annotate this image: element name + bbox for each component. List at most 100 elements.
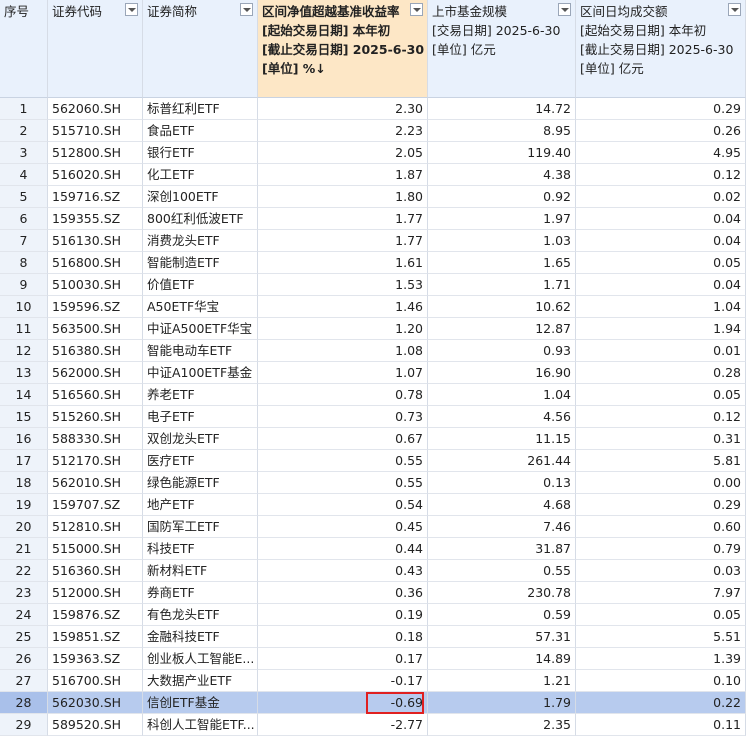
cell: 2.30 — [258, 98, 428, 120]
cell: 0.01 — [576, 340, 746, 362]
cell: 0.03 — [576, 560, 746, 582]
filter-button[interactable] — [558, 3, 571, 16]
row-index[interactable]: 26 — [0, 648, 48, 670]
cell: 1.79 — [428, 692, 576, 714]
filter-button[interactable] — [240, 3, 253, 16]
row-index[interactable]: 27 — [0, 670, 48, 692]
cell: 516700.SH — [48, 670, 143, 692]
cell: 516560.SH — [48, 384, 143, 406]
cell: 1.04 — [576, 296, 746, 318]
cell: 0.55 — [258, 472, 428, 494]
cell: 1.04 — [428, 384, 576, 406]
filter-button[interactable] — [125, 3, 138, 16]
row-index[interactable]: 16 — [0, 428, 48, 450]
cell: 0.59 — [428, 604, 576, 626]
cell: 1.46 — [258, 296, 428, 318]
row-index[interactable]: 17 — [0, 450, 48, 472]
cell: 0.12 — [576, 164, 746, 186]
cell: 0.29 — [576, 98, 746, 120]
cell: 新材料ETF — [143, 560, 258, 582]
row-index[interactable]: 22 — [0, 560, 48, 582]
cell: 创业板人工智能E... — [143, 648, 258, 670]
cell: 0.43 — [258, 560, 428, 582]
header-line: 证券代码 — [52, 4, 103, 19]
cell: 1.21 — [428, 670, 576, 692]
row-index[interactable]: 1 — [0, 98, 48, 120]
cell: 养老ETF — [143, 384, 258, 406]
cell: A50ETF华宝 — [143, 296, 258, 318]
header-line: [单位] 亿元 — [432, 42, 496, 57]
cell: 10.62 — [428, 296, 576, 318]
header-line: [截止交易日期] 2025-6-30 — [580, 42, 734, 57]
row-index[interactable]: 15 — [0, 406, 48, 428]
row-index[interactable]: 28 — [0, 692, 48, 714]
cell: 食品ETF — [143, 120, 258, 142]
row-index[interactable]: 6 — [0, 208, 48, 230]
cell: 0.22 — [576, 692, 746, 714]
cell: 0.92 — [428, 186, 576, 208]
column-header[interactable]: 证券简称 — [143, 0, 258, 98]
column-header[interactable]: 证券代码 — [48, 0, 143, 98]
cell: 0.55 — [428, 560, 576, 582]
cell: 0.73 — [258, 406, 428, 428]
cell: 4.38 — [428, 164, 576, 186]
column-header[interactable]: 上市基金规模 [交易日期] 2025-6-30 [单位] 亿元 — [428, 0, 576, 98]
column-header[interactable]: 序号 — [0, 0, 48, 98]
row-index[interactable]: 10 — [0, 296, 48, 318]
row-index[interactable]: 19 — [0, 494, 48, 516]
cell: 8.95 — [428, 120, 576, 142]
row-index[interactable]: 25 — [0, 626, 48, 648]
row-index[interactable]: 2 — [0, 120, 48, 142]
row-index[interactable]: 5 — [0, 186, 48, 208]
cell: 标普红利ETF — [143, 98, 258, 120]
cell: 0.78 — [258, 384, 428, 406]
row-index[interactable]: 4 — [0, 164, 48, 186]
cell: 0.05 — [576, 384, 746, 406]
cell: 0.12 — [576, 406, 746, 428]
row-index[interactable]: 20 — [0, 516, 48, 538]
cell: 科技ETF — [143, 538, 258, 560]
row-index[interactable]: 14 — [0, 384, 48, 406]
header-line: 证券简称 — [147, 4, 198, 19]
cell: 12.87 — [428, 318, 576, 340]
row-index[interactable]: 13 — [0, 362, 48, 384]
header-line: 区间净值超越基准收益率 — [262, 4, 400, 19]
cell: 1.71 — [428, 274, 576, 296]
cell: 化工ETF — [143, 164, 258, 186]
filter-button[interactable] — [410, 3, 423, 16]
column-header[interactable]: 区间日均成交额 [起始交易日期] 本年初 [截止交易日期] 2025-6-30 [单位… — [576, 0, 746, 98]
row-index[interactable]: 8 — [0, 252, 48, 274]
cell: 2.35 — [428, 714, 576, 736]
cell: 516130.SH — [48, 230, 143, 252]
row-index[interactable]: 7 — [0, 230, 48, 252]
row-index[interactable]: 24 — [0, 604, 48, 626]
cell: 1.03 — [428, 230, 576, 252]
cell: 4.56 — [428, 406, 576, 428]
filter-button[interactable] — [728, 3, 741, 16]
cell: 800红利低波ETF — [143, 208, 258, 230]
cell: 1.07 — [258, 362, 428, 384]
row-index[interactable]: 23 — [0, 582, 48, 604]
header-line: [起始交易日期] 本年初 — [580, 23, 707, 38]
header-line: 上市基金规模 — [432, 4, 508, 19]
row-index[interactable]: 29 — [0, 714, 48, 736]
row-index[interactable]: 12 — [0, 340, 48, 362]
cell: 地产ETF — [143, 494, 258, 516]
row-index[interactable]: 3 — [0, 142, 48, 164]
row-index[interactable]: 18 — [0, 472, 48, 494]
row-index[interactable]: 9 — [0, 274, 48, 296]
selection-highlight — [366, 692, 424, 714]
cell: 0.17 — [258, 648, 428, 670]
cell: 1.97 — [428, 208, 576, 230]
column-header[interactable]: 区间净值超越基准收益率 [起始交易日期] 本年初 [截止交易日期] 2025-6-3… — [258, 0, 428, 98]
cell: 0.79 — [576, 538, 746, 560]
cell: 159355.SZ — [48, 208, 143, 230]
row-index[interactable]: 21 — [0, 538, 48, 560]
cell: 0.04 — [576, 274, 746, 296]
cell: 价值ETF — [143, 274, 258, 296]
cell: 1.94 — [576, 318, 746, 340]
cell: 消费龙头ETF — [143, 230, 258, 252]
row-index[interactable]: 11 — [0, 318, 48, 340]
cell: 国防军工ETF — [143, 516, 258, 538]
cell: 510030.SH — [48, 274, 143, 296]
